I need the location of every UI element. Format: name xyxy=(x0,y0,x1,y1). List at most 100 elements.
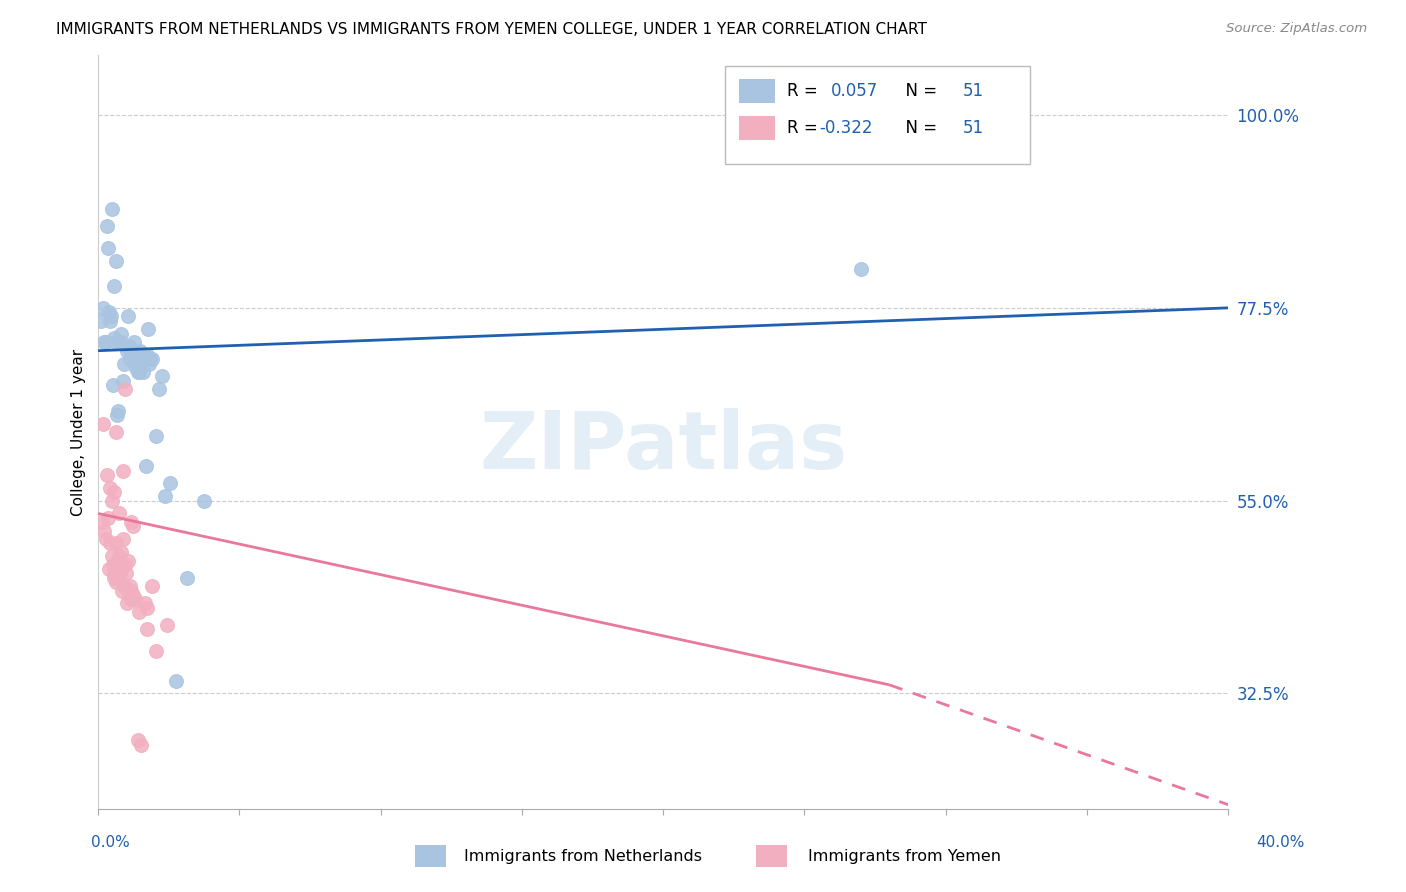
Text: 0.0%: 0.0% xyxy=(91,836,131,850)
Point xyxy=(110,326,132,341)
Point xyxy=(111,374,134,388)
Point xyxy=(115,596,138,610)
Point xyxy=(103,485,125,500)
Point xyxy=(138,322,160,336)
Point xyxy=(156,617,179,632)
Point xyxy=(104,574,127,589)
Point xyxy=(117,339,139,353)
Point xyxy=(128,365,150,379)
Point xyxy=(107,403,129,417)
Point xyxy=(94,532,117,546)
Point xyxy=(122,519,145,533)
Point xyxy=(105,553,128,567)
Point xyxy=(139,352,162,367)
Point xyxy=(120,592,142,607)
Point xyxy=(145,429,167,443)
Point xyxy=(118,579,141,593)
Point xyxy=(165,673,187,688)
Point xyxy=(90,314,112,328)
Text: ZIPatlas: ZIPatlas xyxy=(479,409,848,486)
Point xyxy=(134,596,156,610)
Point xyxy=(117,588,139,602)
Point xyxy=(117,310,139,324)
Point xyxy=(108,335,131,350)
Text: R =: R = xyxy=(787,120,824,137)
Point xyxy=(111,464,134,478)
Point xyxy=(125,360,148,375)
Y-axis label: College, Under 1 year: College, Under 1 year xyxy=(72,349,86,516)
Point xyxy=(134,459,156,474)
Point xyxy=(100,310,122,324)
Point xyxy=(110,545,132,559)
Point xyxy=(107,571,129,585)
Point xyxy=(96,467,118,482)
Point xyxy=(127,733,149,747)
Point xyxy=(112,357,135,371)
Bar xyxy=(740,78,775,103)
Point xyxy=(141,579,163,593)
Text: IMMIGRANTS FROM NETHERLANDS VS IMMIGRANTS FROM YEMEN COLLEGE, UNDER 1 YEAR CORRE: IMMIGRANTS FROM NETHERLANDS VS IMMIGRANT… xyxy=(56,22,927,37)
Point xyxy=(91,515,114,529)
Point xyxy=(132,348,155,362)
Point xyxy=(97,562,120,576)
Point xyxy=(100,549,122,564)
Point xyxy=(148,382,170,396)
Text: 51: 51 xyxy=(963,81,984,100)
Point xyxy=(129,357,152,371)
Point xyxy=(122,335,145,350)
Point xyxy=(108,549,131,564)
Text: N =: N = xyxy=(894,81,942,100)
Point xyxy=(104,335,127,350)
FancyBboxPatch shape xyxy=(725,66,1031,164)
Point xyxy=(115,343,138,358)
Point xyxy=(103,279,125,293)
Point xyxy=(127,365,149,379)
Point xyxy=(105,253,128,268)
Point xyxy=(159,476,181,491)
Point xyxy=(120,343,142,358)
Point xyxy=(120,583,142,598)
Point xyxy=(91,417,114,431)
Point xyxy=(120,515,142,529)
Point xyxy=(135,348,157,362)
Point xyxy=(91,301,114,315)
Point xyxy=(97,241,120,255)
Point xyxy=(98,481,121,495)
Text: 51: 51 xyxy=(963,120,984,137)
Point xyxy=(108,507,131,521)
Point xyxy=(101,378,124,392)
Text: Source: ZipAtlas.com: Source: ZipAtlas.com xyxy=(1226,22,1367,36)
Point xyxy=(114,382,136,396)
Point xyxy=(135,600,157,615)
Text: Immigrants from Yemen: Immigrants from Yemen xyxy=(808,849,1001,863)
Point xyxy=(145,643,167,657)
Point xyxy=(105,536,128,550)
Point xyxy=(105,408,128,422)
Point xyxy=(155,489,177,503)
Text: R =: R = xyxy=(787,81,824,100)
Point xyxy=(129,738,152,752)
Point xyxy=(97,510,120,524)
Point xyxy=(98,536,121,550)
Point xyxy=(112,579,135,593)
Point xyxy=(138,357,160,371)
Point xyxy=(105,425,128,439)
Point xyxy=(121,348,143,362)
Point xyxy=(94,335,117,350)
Point xyxy=(124,357,146,371)
Point xyxy=(98,314,121,328)
Point xyxy=(93,524,115,538)
Point xyxy=(150,369,173,384)
Point xyxy=(124,592,146,607)
Point xyxy=(103,331,125,345)
Point xyxy=(849,262,872,277)
Point xyxy=(103,566,125,581)
Point xyxy=(117,553,139,567)
Point xyxy=(93,335,115,350)
Point xyxy=(100,202,122,217)
Text: 0.057: 0.057 xyxy=(831,81,877,100)
Point xyxy=(111,583,134,598)
Point xyxy=(141,352,163,367)
Point xyxy=(128,343,150,358)
Point xyxy=(96,219,118,234)
